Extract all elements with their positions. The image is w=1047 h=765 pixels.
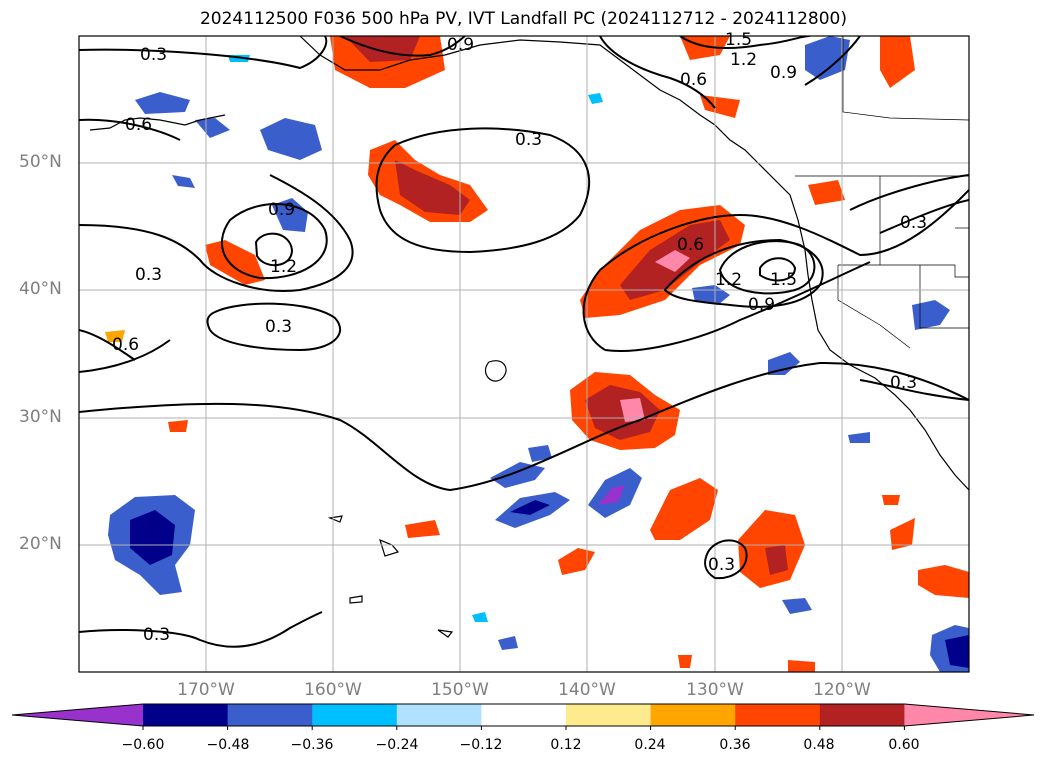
contour-label: 0.9 <box>268 200 295 220</box>
lon-label: 120°W <box>813 680 871 700</box>
lon-label: 130°W <box>686 680 744 700</box>
colorbar-bin <box>481 704 567 726</box>
gridlines <box>79 36 969 672</box>
colorbar-tick: −0.12 <box>459 737 503 753</box>
contour-label: 1.5 <box>770 270 797 290</box>
contour-label: 0.3 <box>143 625 170 645</box>
contour-label: 1.5 <box>725 30 752 50</box>
lat-label: 20°N <box>19 534 62 554</box>
contour-label: 0.3 <box>135 265 162 285</box>
colorbar-bin <box>143 704 229 726</box>
colorbar-tick: −0.36 <box>290 737 334 753</box>
colorbar-tick: 0.60 <box>888 737 920 753</box>
colorbar-tick: −0.48 <box>206 737 250 753</box>
lon-label: 140°W <box>558 680 616 700</box>
colorbar-bin <box>735 704 821 726</box>
lat-label: 50°N <box>19 152 62 172</box>
contour-label: 0.9 <box>748 295 775 315</box>
ivt-contours <box>79 36 969 648</box>
colorbar-extend-high <box>904 704 1034 726</box>
contour-label: 0.3 <box>708 555 735 575</box>
colorbar-bin <box>312 704 398 726</box>
contour-label: 0.6 <box>125 115 152 135</box>
colorbar-tick: 0.36 <box>719 737 751 753</box>
contour-label: 1.2 <box>730 50 757 70</box>
contour-label: 0.9 <box>447 35 474 55</box>
colorbar-tick: 0.12 <box>550 737 582 753</box>
colorbar <box>11 703 1035 730</box>
contour-label: 0.9 <box>770 63 797 83</box>
colorbar-tick: −0.60 <box>121 737 165 753</box>
lat-label: 40°N <box>19 279 62 299</box>
map-frame <box>78 35 970 673</box>
contour-labels: 0.3 0.6 0.3 0.9 1.2 0.3 0.3 0.6 0.6 1.2 … <box>112 30 927 645</box>
colorbar-extend-low <box>12 704 143 726</box>
lat-label: 30°N <box>19 407 62 427</box>
contour-label: 0.6 <box>677 235 704 255</box>
contour-label: 0.6 <box>112 335 139 355</box>
colorbar-bin <box>396 704 482 726</box>
contour-label: 0.6 <box>680 70 707 90</box>
contour-label: 0.3 <box>265 317 292 337</box>
lon-label: 160°W <box>304 680 362 700</box>
colorbar-tick: 0.48 <box>803 737 835 753</box>
colorbar-bin <box>566 704 652 726</box>
contour-label: 0.3 <box>140 45 167 65</box>
colorbar-tick: −0.24 <box>375 737 419 753</box>
colorbar-tick: 0.24 <box>634 737 666 753</box>
colorbar-bin <box>819 704 905 726</box>
colorbar-bin <box>650 704 736 726</box>
colorbar-bin <box>227 704 313 726</box>
lon-label: 170°W <box>177 680 235 700</box>
contour-label: 0.3 <box>900 213 927 233</box>
contour-label: 1.2 <box>715 270 742 290</box>
map-title: 2024112500 F036 500 hPa PV, IVT Landfall… <box>199 9 847 29</box>
borders <box>795 36 969 349</box>
contour-label: 0.3 <box>515 130 542 150</box>
lon-label: 150°W <box>431 680 489 700</box>
contour-label: 1.2 <box>270 257 297 277</box>
contour-label: 0.3 <box>890 373 917 393</box>
